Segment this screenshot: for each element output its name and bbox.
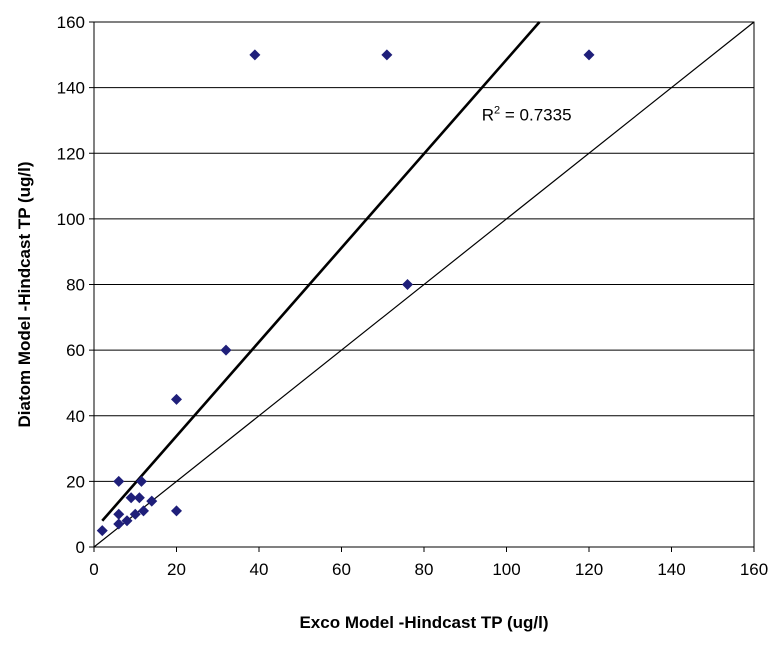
data-point xyxy=(135,475,147,487)
x-tick-label: 60 xyxy=(332,560,351,579)
y-tick-label: 140 xyxy=(57,79,85,98)
x-axis-ticks: 0 20 40 60 80 100 120 140 160 xyxy=(89,547,768,579)
y-tick-label: 20 xyxy=(66,472,85,491)
data-point xyxy=(121,515,133,527)
y-tick-label: 40 xyxy=(66,407,85,426)
r-squared-superscript: 2 xyxy=(494,104,500,116)
regression-line xyxy=(101,21,541,522)
x-axis-title: Exco Model -Hindcast TP (ug/l) xyxy=(299,613,548,632)
data-point xyxy=(113,508,125,520)
one-to-one-line xyxy=(93,21,755,548)
data-point xyxy=(381,49,393,61)
data-point xyxy=(146,495,158,507)
data-point xyxy=(113,518,125,530)
x-tick-label: 120 xyxy=(575,560,603,579)
x-tick-label: 140 xyxy=(657,560,685,579)
x-tick-label: 80 xyxy=(415,560,434,579)
data-point xyxy=(402,279,413,290)
data-point xyxy=(133,492,145,504)
y-tick-label: 60 xyxy=(66,341,85,360)
x-tick-label: 20 xyxy=(167,560,186,579)
y-tick-label: 0 xyxy=(76,538,85,557)
data-point xyxy=(96,525,108,537)
data-point xyxy=(113,475,125,487)
y-axis-ticks: 0 20 40 60 80 100 120 140 160 xyxy=(57,13,94,557)
data-point xyxy=(249,49,261,61)
y-tick-label: 100 xyxy=(57,210,85,229)
fit-lines xyxy=(93,21,755,548)
data-point xyxy=(220,344,232,356)
data-point xyxy=(171,505,182,517)
data-point xyxy=(583,49,595,61)
y-tick-label: 120 xyxy=(57,144,85,163)
data-point xyxy=(138,505,149,517)
data-point xyxy=(125,492,137,504)
r-squared-annotation: R2 = 0.7335 xyxy=(482,104,572,124)
r-squared-value: = 0.7335 xyxy=(500,105,571,124)
r-squared-prefix: R xyxy=(482,105,494,124)
x-tick-label: 100 xyxy=(492,560,520,579)
y-tick-label: 160 xyxy=(57,13,85,32)
x-tick-label: 160 xyxy=(740,560,768,579)
y-tick-label: 80 xyxy=(66,276,85,295)
x-tick-label: 40 xyxy=(250,560,269,579)
y-axis-title: Diatom Model -Hindcast TP (ug/l) xyxy=(15,161,34,427)
data-point xyxy=(171,393,182,405)
x-tick-label: 0 xyxy=(89,560,98,579)
data-points xyxy=(96,49,595,537)
data-point xyxy=(129,508,141,520)
